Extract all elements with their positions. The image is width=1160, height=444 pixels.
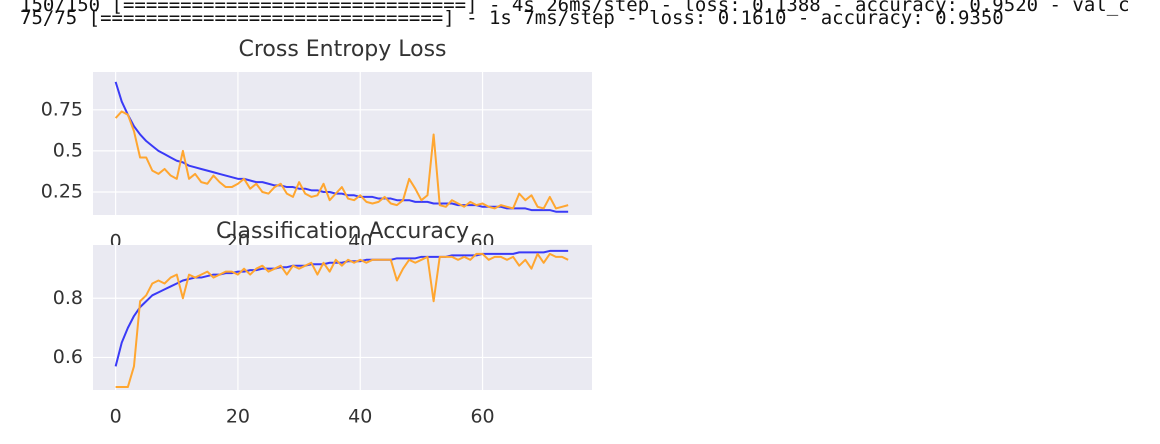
plot-background bbox=[93, 72, 592, 215]
plot-background bbox=[93, 245, 592, 390]
console-line: 150/150 [==============================]… bbox=[20, 0, 1130, 16]
chart-title: Classification Accuracy bbox=[216, 219, 469, 244]
data-line bbox=[114, 110, 569, 210]
x-tick-label: 0 bbox=[110, 406, 122, 428]
y-tick-label: 0.75 bbox=[41, 98, 83, 120]
console-line: 75/75 [==============================] -… bbox=[20, 7, 1004, 29]
y-tick-label: 0.5 bbox=[53, 139, 83, 161]
x-tick-label: 20 bbox=[226, 406, 250, 428]
data-line bbox=[114, 81, 569, 213]
y-tick-label: 0.8 bbox=[53, 287, 83, 309]
x-tick-label: 40 bbox=[348, 406, 372, 428]
y-tick-label: 0.25 bbox=[41, 180, 83, 202]
y-tick-label: 0.6 bbox=[53, 346, 83, 368]
data-line bbox=[114, 249, 569, 367]
x-tick-label: 60 bbox=[470, 406, 494, 428]
data-line bbox=[115, 252, 569, 389]
chart-title: Cross Entropy Loss bbox=[238, 37, 446, 62]
